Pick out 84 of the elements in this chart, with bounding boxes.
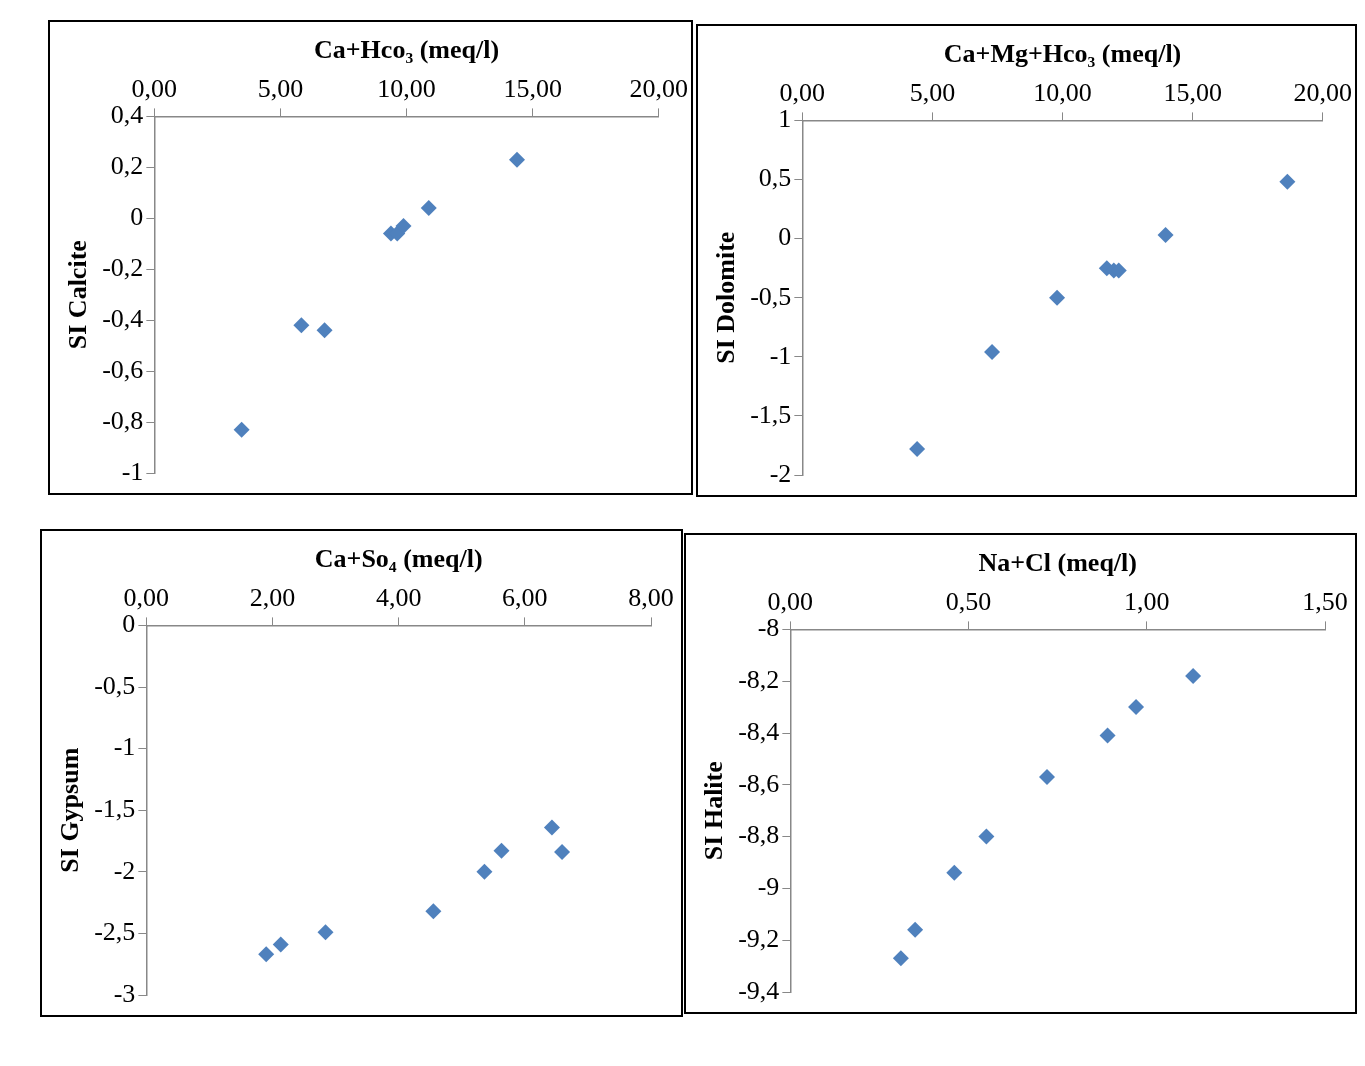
y-tick-label: 0 (130, 202, 144, 232)
y-axis-title: SI Halite (699, 761, 729, 861)
x-tick-label: 0,00 (123, 582, 170, 612)
y-tick-label: -2,5 (94, 917, 136, 947)
y-tick-label: -1 (113, 732, 136, 762)
x-tick-label: 15,00 (503, 73, 562, 103)
point (1128, 699, 1145, 716)
point (907, 921, 924, 938)
point (1157, 227, 1174, 244)
y-tick-label: 0,2 (110, 151, 144, 181)
x-tick-label: 0,00 (767, 586, 814, 616)
point (509, 151, 526, 168)
y-tick-label: 0,5 (758, 163, 792, 193)
y-axis-title: SI Dolomite (711, 231, 741, 364)
y-tick-label: -0,6 (102, 354, 144, 384)
x-tick-label: 20,00 (1293, 77, 1352, 107)
point (1049, 289, 1066, 306)
x-axis-title: Ca+Hco₃ (meq/l) (314, 35, 500, 65)
point (272, 936, 289, 953)
y-tick-label: -0,8 (102, 405, 144, 435)
point (543, 819, 560, 836)
x-tick-label: 8,00 (628, 582, 674, 612)
x-axis-title: Na+Cl (meq/l) (978, 548, 1137, 578)
y-tick-label: -8,6 (738, 768, 780, 798)
y-tick-label: 0 (778, 222, 792, 252)
y-tick-label: 0,4 (110, 100, 144, 130)
y-tick-label: -0,2 (102, 253, 144, 283)
point (316, 322, 333, 339)
point (420, 200, 437, 217)
point (493, 842, 510, 859)
y-tick-label: -8,8 (738, 820, 780, 850)
x-tick-label: 6,00 (502, 582, 548, 612)
x-tick-label: 15,00 (1163, 77, 1222, 107)
y-axis-title: SI Gypsum (55, 747, 85, 873)
y-axis-title: SI Calcite (63, 240, 93, 350)
y-tick-label: -8,2 (738, 665, 780, 695)
point (476, 863, 493, 880)
y-tick-label: -8 (757, 613, 780, 643)
point (425, 903, 442, 920)
y-tick-label: -0,5 (94, 670, 136, 700)
point (317, 924, 334, 941)
point (258, 946, 275, 963)
x-tick-label: 0,00 (779, 77, 826, 107)
x-tick-label: 5,00 (909, 77, 956, 107)
y-tick-label: -3 (113, 978, 136, 1008)
point (984, 344, 1001, 361)
point (978, 828, 995, 845)
x-tick-label: 1,50 (1302, 586, 1348, 616)
y-tick-label: 0 (122, 609, 136, 639)
point (554, 844, 571, 861)
y-tick-label: 1 (778, 104, 792, 134)
x-tick-label: 20,00 (629, 73, 688, 103)
y-tick-label: -9 (757, 872, 780, 902)
y-tick-label: -0,4 (102, 304, 144, 333)
y-tick-label: -1,5 (94, 794, 136, 824)
x-tick-label: 10,00 (377, 73, 436, 103)
x-axis-title: Ca+Mg+Hco₃ (meq/l) (943, 39, 1182, 69)
y-tick-label: -1 (769, 340, 792, 370)
point (946, 864, 963, 881)
x-tick-label: 4,00 (375, 582, 422, 612)
x-tick-label: 0,00 (131, 73, 178, 103)
y-tick-label: -0,5 (750, 281, 792, 311)
y-tick-label: -9,4 (738, 975, 780, 1005)
x-tick-label: 2,00 (249, 582, 296, 612)
y-tick-label: -8,4 (738, 716, 780, 746)
point (1099, 727, 1116, 744)
point (1038, 769, 1055, 786)
y-tick-label: -1 (121, 456, 144, 486)
y-tick-label: -9,2 (738, 924, 780, 954)
x-tick-label: 0,50 (945, 586, 992, 616)
x-tick-label: 5,00 (257, 73, 304, 103)
point (1185, 668, 1202, 685)
point (1279, 173, 1296, 190)
point (293, 317, 310, 334)
x-tick-label: 1,00 (1124, 586, 1170, 616)
y-tick-label: -2 (769, 458, 792, 488)
y-tick-label: -2 (113, 855, 136, 885)
point (909, 441, 926, 457)
x-axis-title: Ca+So₄ (meq/l) (314, 544, 483, 574)
y-tick-label: -1,5 (750, 399, 792, 429)
point (892, 950, 909, 967)
x-tick-label: 10,00 (1033, 77, 1092, 107)
point (233, 421, 250, 438)
point (395, 217, 412, 234)
